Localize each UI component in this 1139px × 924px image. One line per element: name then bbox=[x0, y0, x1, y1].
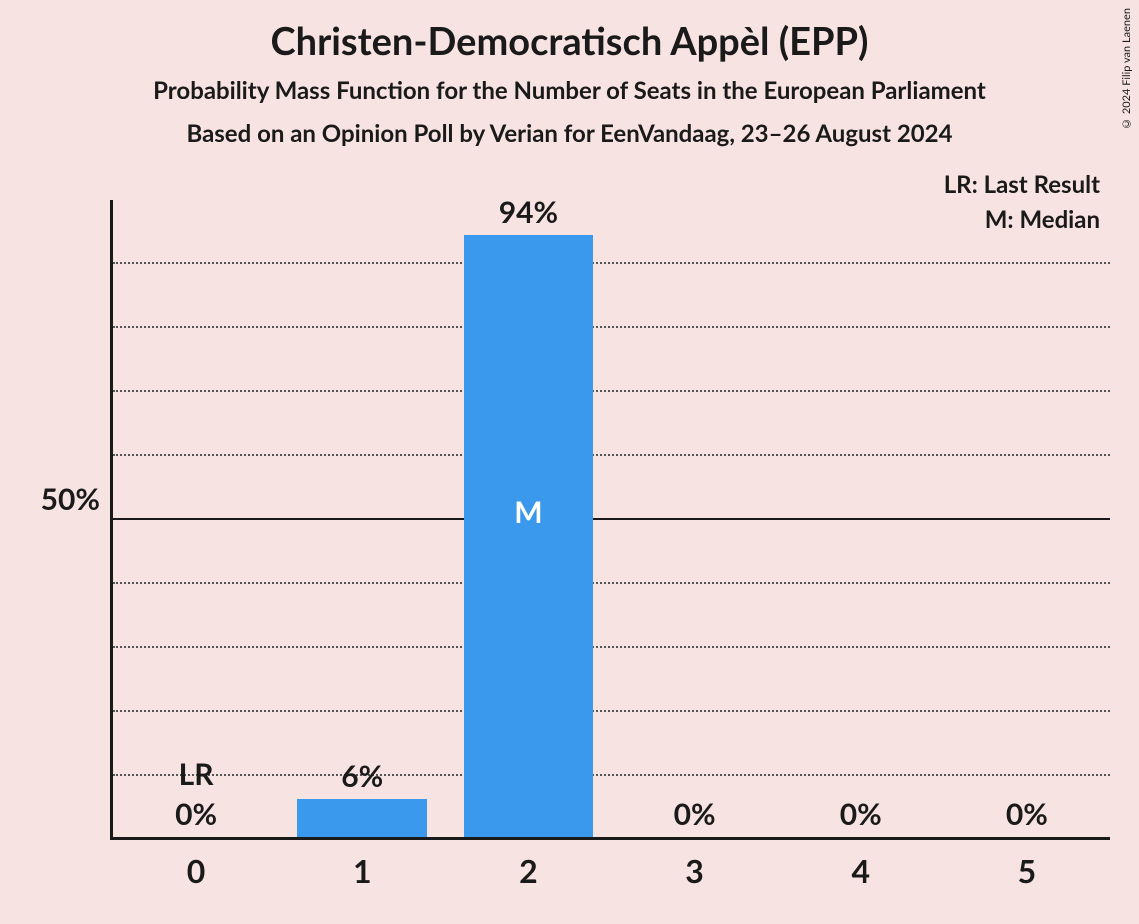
chart-title: Christen-Democratisch Appèl (EPP) bbox=[0, 0, 1139, 64]
x-tick-label: 4 bbox=[851, 851, 870, 890]
gridline-minor bbox=[113, 774, 1110, 776]
bar-value-label: 0% bbox=[674, 796, 716, 832]
gridline-minor bbox=[113, 262, 1110, 264]
gridline-major bbox=[113, 518, 1110, 520]
bar-value-label: 94% bbox=[499, 194, 558, 230]
chart-subtitle-1: Probability Mass Function for the Number… bbox=[0, 76, 1139, 105]
gridline-minor bbox=[113, 582, 1110, 584]
bar bbox=[297, 799, 427, 837]
chart-plot-area: LR: Last Result M: Median 0%LR06%194%M20… bbox=[110, 200, 1110, 840]
bar-value-label: 6% bbox=[341, 758, 383, 794]
bar-value-label: 0% bbox=[1006, 796, 1048, 832]
gridline-minor bbox=[113, 326, 1110, 328]
x-axis bbox=[110, 837, 1110, 840]
x-tick-label: 0 bbox=[187, 851, 206, 890]
gridline-minor bbox=[113, 390, 1110, 392]
bar-value-label: 0% bbox=[175, 796, 217, 832]
legend-median: M: Median bbox=[944, 205, 1100, 234]
gridline-minor bbox=[113, 710, 1110, 712]
chart-subtitle-2: Based on an Opinion Poll by Verian for E… bbox=[0, 119, 1139, 148]
y-axis-label: 50% bbox=[41, 481, 100, 517]
x-tick-label: 1 bbox=[353, 851, 372, 890]
bar bbox=[464, 235, 594, 837]
x-tick-label: 2 bbox=[519, 851, 538, 890]
x-tick-label: 5 bbox=[1018, 851, 1037, 890]
legend-lr: LR: Last Result bbox=[944, 170, 1100, 199]
x-tick-label: 3 bbox=[685, 851, 704, 890]
last-result-marker: LR bbox=[179, 756, 214, 792]
gridline-minor bbox=[113, 454, 1110, 456]
median-marker: M bbox=[514, 494, 542, 530]
bar-value-label: 0% bbox=[840, 796, 882, 832]
copyright-text: © 2024 Filip van Laenen bbox=[1120, 8, 1133, 130]
gridline-minor bbox=[113, 646, 1110, 648]
chart-legend: LR: Last Result M: Median bbox=[944, 170, 1100, 240]
y-axis bbox=[110, 200, 113, 840]
